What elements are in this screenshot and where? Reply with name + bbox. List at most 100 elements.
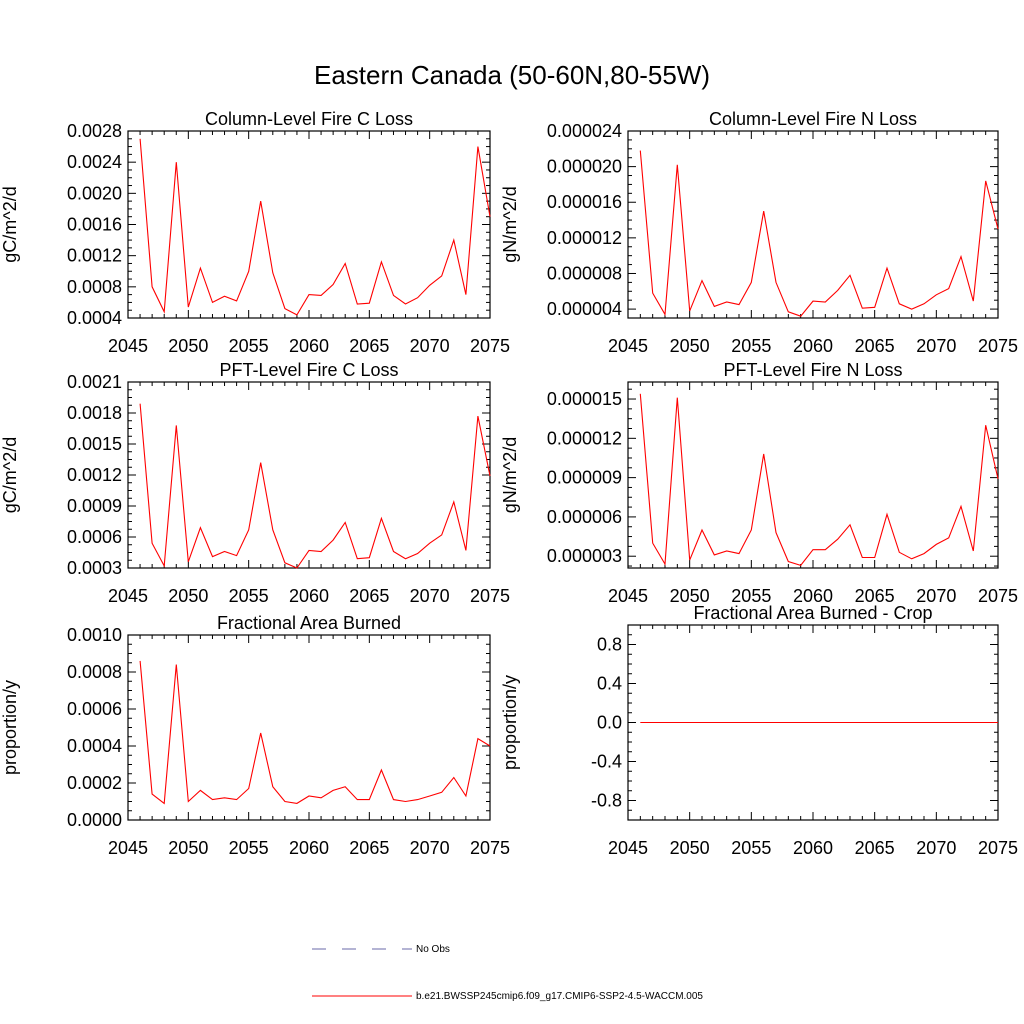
y-tick-label: 0.0 — [597, 713, 622, 733]
x-tick-label: 2060 — [289, 336, 329, 356]
y-tick-label: 0.0003 — [67, 558, 122, 578]
x-tick-label: 2075 — [978, 838, 1018, 858]
y-tick-label: 0.0006 — [67, 699, 122, 719]
x-tick-label: 2070 — [410, 336, 450, 356]
x-tick-label: 2070 — [410, 586, 450, 606]
y-tick-label: 0.0021 — [67, 372, 122, 392]
panel-column-fire-n: Column-Level Fire N Loss gN/m^2/d 2045 2050… — [500, 109, 1018, 356]
x-tick-label: 2055 — [229, 336, 269, 356]
panel-title: Column-Level Fire N Loss — [709, 109, 917, 129]
x-tick-label: 2050 — [168, 336, 208, 356]
panel-column-fire-c: Column-Level Fire C Loss gC/m^2/d 2045 2050… — [0, 109, 510, 356]
x-tick-label: 2070 — [916, 586, 956, 606]
x-tick-label: 2065 — [349, 336, 389, 356]
x-tick-label: 2075 — [978, 586, 1018, 606]
y-tick-label: 0.000016 — [547, 192, 622, 212]
panel-title: Fractional Area Burned — [217, 613, 401, 633]
y-tick-label: 0.000009 — [547, 468, 622, 488]
panel-pft-fire-c: PFT-Level Fire C Loss gC/m^2/d 2045 2050 205… — [0, 360, 510, 606]
y-axis-label: gC/m^2/d — [0, 186, 20, 262]
legend: No Obs b.e21.BWSSP245cmip6.f09_g17.CMIP6… — [312, 944, 703, 1002]
y-tick-label: 0.0012 — [67, 465, 122, 485]
panel-title: PFT-Level Fire N Loss — [723, 360, 902, 380]
y-tick-label: 0.0008 — [67, 662, 122, 682]
x-tick-label: 2050 — [168, 838, 208, 858]
legend-entry-no-obs: No Obs — [312, 944, 450, 955]
y-tick-label: 0.000003 — [547, 546, 622, 566]
x-tick-label: 2050 — [670, 586, 710, 606]
legend-label-model-run: b.e21.BWSSP245cmip6.f09_g17.CMIP6-SSP2-4… — [416, 991, 703, 1002]
x-tick-label: 2060 — [289, 838, 329, 858]
y-tick-label: 0.0004 — [67, 736, 122, 756]
legend-label-no-obs: No Obs — [416, 944, 450, 955]
y-tick-label: 0.0024 — [67, 152, 122, 172]
x-tick-label: 2050 — [670, 838, 710, 858]
x-tick-label: 2055 — [229, 838, 269, 858]
panel-title: Fractional Area Burned - Crop — [693, 603, 932, 623]
y-tick-label: 0.4 — [597, 674, 622, 694]
plot-frame — [127, 381, 491, 569]
x-tick-label: 2055 — [229, 586, 269, 606]
x-tick-label: 2065 — [855, 336, 895, 356]
y-tick-label: 0.0012 — [67, 246, 122, 266]
x-tick-label: 2055 — [731, 336, 771, 356]
plot-frame — [127, 130, 491, 319]
y-axis-label: proportion/y — [500, 675, 520, 770]
y-tick-label: 0.000012 — [547, 228, 622, 248]
y-tick-label: 0.000024 — [547, 121, 622, 141]
x-tick-label: 2060 — [793, 838, 833, 858]
y-tick-label: -0.4 — [591, 752, 622, 772]
x-tick-label: 2075 — [470, 336, 510, 356]
y-tick-label: 0.0004 — [67, 308, 122, 328]
y-tick-label: 0.000008 — [547, 263, 622, 283]
x-tick-label: 2045 — [608, 586, 648, 606]
x-tick-label: 2075 — [978, 336, 1018, 356]
x-tick-label: 2045 — [108, 336, 148, 356]
y-tick-label: 0.0008 — [67, 277, 122, 297]
panel-title: PFT-Level Fire C Loss — [219, 360, 398, 380]
y-tick-label: 0.0028 — [67, 121, 122, 141]
y-tick-label: 0.0002 — [67, 773, 122, 793]
panel-pft-fire-n: PFT-Level Fire N Loss gN/m^2/d 2045 2050 205… — [500, 360, 1018, 606]
x-tick-label: 2060 — [289, 586, 329, 606]
panel-fractional-area-burned-crop: Fractional Area Burned - Crop proportion/… — [500, 603, 1018, 858]
panel-fractional-area-burned: Fractional Area Burned proportion/y 2045 20… — [0, 613, 510, 858]
x-tick-label: 2065 — [349, 586, 389, 606]
x-tick-label: 2055 — [731, 838, 771, 858]
x-tick-label: 2065 — [349, 838, 389, 858]
y-axis-label: proportion/y — [0, 680, 20, 775]
x-tick-label: 2075 — [470, 586, 510, 606]
x-tick-label: 2065 — [855, 838, 895, 858]
y-tick-label: 0.0000 — [67, 810, 122, 830]
series-line — [139, 403, 491, 569]
x-tick-label: 2060 — [793, 336, 833, 356]
x-tick-label: 2075 — [470, 838, 510, 858]
x-tick-label: 2050 — [670, 336, 710, 356]
y-tick-label: 0.000015 — [547, 389, 622, 409]
y-tick-label: 0.000020 — [547, 157, 622, 177]
series-line — [139, 138, 491, 316]
y-tick-label: 0.000004 — [547, 299, 622, 319]
y-tick-label: 0.000012 — [547, 428, 622, 448]
x-tick-label: 2045 — [108, 838, 148, 858]
y-tick-label: 0.000006 — [547, 507, 622, 527]
x-tick-label: 2050 — [168, 586, 208, 606]
plot-frame — [627, 130, 999, 319]
y-axis-label: gN/m^2/d — [500, 437, 520, 513]
y-tick-label: -0.8 — [591, 791, 622, 811]
x-tick-label: 2065 — [855, 586, 895, 606]
x-tick-label: 2070 — [916, 336, 956, 356]
series-line — [639, 393, 999, 567]
y-axis-label: gC/m^2/d — [0, 437, 20, 513]
y-tick-label: 0.0006 — [67, 527, 122, 547]
x-tick-label: 2055 — [731, 586, 771, 606]
series-line — [639, 150, 999, 317]
y-tick-label: 0.8 — [597, 635, 622, 655]
y-tick-label: 0.0020 — [67, 183, 122, 203]
figure-title: Eastern Canada (50-60N,80-55W) — [314, 60, 710, 90]
y-tick-label: 0.0015 — [67, 434, 122, 454]
legend-entry-model-run: b.e21.BWSSP245cmip6.f09_g17.CMIP6-SSP2-4… — [312, 991, 703, 1002]
y-tick-label: 0.0010 — [67, 625, 122, 645]
series-line — [139, 660, 491, 805]
